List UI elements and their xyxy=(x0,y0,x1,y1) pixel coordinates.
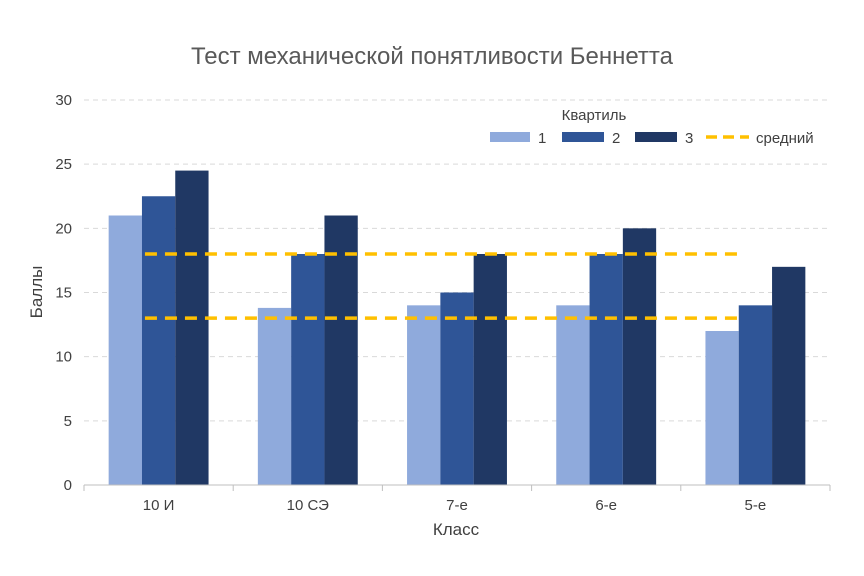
x-axis: 10 И 10 СЭ 7-е 6-е 5-е xyxy=(83,484,831,514)
y-tick-label: 5 xyxy=(64,413,72,430)
bar-2-2 xyxy=(440,292,474,485)
bar-1-4 xyxy=(705,331,739,485)
y-axis-ticks: 0 5 10 15 20 25 30 xyxy=(55,92,72,494)
legend-title: Квартиль xyxy=(562,107,627,124)
legend-swatch-1 xyxy=(490,132,530,142)
bar-1-0 xyxy=(108,215,142,485)
bar-3-4 xyxy=(772,266,806,485)
bar-1-3 xyxy=(556,305,590,485)
y-tick-label: 0 xyxy=(64,477,72,494)
bar-3-2 xyxy=(473,254,507,485)
x-axis-label: Класс xyxy=(433,520,480,539)
y-tick-label: 30 xyxy=(55,92,72,109)
legend-label-2: 2 xyxy=(612,130,620,147)
bar-2-1 xyxy=(291,254,325,485)
legend: Квартиль 1 2 3 средний xyxy=(490,107,814,147)
x-tick-label: 10 И xyxy=(143,497,175,514)
bar-3-1 xyxy=(324,215,358,485)
y-tick-label: 25 xyxy=(55,156,72,173)
legend-label-average: средний xyxy=(756,130,814,147)
chart-title: Тест механической понятливости Беннетта xyxy=(191,43,674,70)
bar-2-3 xyxy=(589,254,623,485)
legend-label-3: 3 xyxy=(685,130,693,147)
x-tick-label: 5-е xyxy=(745,497,767,514)
bars xyxy=(108,170,806,486)
bar-1-1 xyxy=(257,307,292,485)
legend-label-1: 1 xyxy=(538,130,546,147)
bar-2-0 xyxy=(141,196,176,485)
x-tick-label: 6-е xyxy=(595,497,617,514)
y-tick-label: 15 xyxy=(55,285,72,302)
x-tick-label: 10 СЭ xyxy=(287,497,330,514)
x-tick-label: 7-е xyxy=(446,497,468,514)
legend-swatch-3 xyxy=(635,132,677,142)
bar-2-4 xyxy=(738,305,773,485)
bar-3-3 xyxy=(622,228,657,486)
bar-3-0 xyxy=(175,170,209,486)
y-tick-label: 20 xyxy=(55,220,72,237)
bar-1-2 xyxy=(407,305,441,485)
y-tick-label: 10 xyxy=(55,349,72,366)
y-axis-label: Баллы xyxy=(27,266,46,319)
legend-swatch-2 xyxy=(562,132,604,142)
